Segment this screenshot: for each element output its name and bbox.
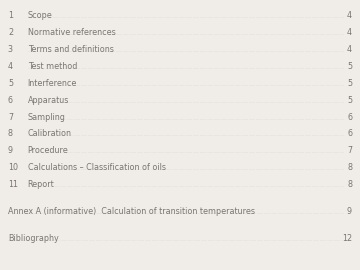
Text: 9: 9 <box>347 207 352 216</box>
Text: Report: Report <box>28 180 54 189</box>
Text: 5: 5 <box>347 62 352 71</box>
Text: Interference: Interference <box>28 79 77 88</box>
Text: 1: 1 <box>8 11 13 20</box>
Text: 2: 2 <box>8 28 13 37</box>
Text: 11: 11 <box>8 180 18 189</box>
Text: 10: 10 <box>8 163 18 172</box>
Text: 5: 5 <box>8 79 13 88</box>
Text: Terms and definitions: Terms and definitions <box>28 45 114 54</box>
Text: 4: 4 <box>347 28 352 37</box>
Text: 8: 8 <box>347 163 352 172</box>
Text: 3: 3 <box>8 45 13 54</box>
Text: Scope: Scope <box>28 11 53 20</box>
Text: 6: 6 <box>347 113 352 122</box>
Text: 5: 5 <box>347 96 352 105</box>
Text: Procedure: Procedure <box>28 146 68 155</box>
Text: Sampling: Sampling <box>28 113 66 122</box>
Text: Calibration: Calibration <box>28 130 72 139</box>
Text: 6: 6 <box>347 130 352 139</box>
Text: 6: 6 <box>8 96 13 105</box>
Text: 5: 5 <box>347 79 352 88</box>
Text: 8: 8 <box>8 130 13 139</box>
Text: Bibliography: Bibliography <box>8 234 59 243</box>
Text: Normative references: Normative references <box>28 28 116 37</box>
Text: Apparatus: Apparatus <box>28 96 69 105</box>
Text: Calculations – Classification of oils: Calculations – Classification of oils <box>28 163 166 172</box>
Text: 7: 7 <box>347 146 352 155</box>
Text: 4: 4 <box>8 62 13 71</box>
Text: 7: 7 <box>8 113 13 122</box>
Text: 12: 12 <box>342 234 352 243</box>
Text: 4: 4 <box>347 45 352 54</box>
Text: Annex A (informative)  Calculation of transition temperatures: Annex A (informative) Calculation of tra… <box>8 207 255 216</box>
Text: 4: 4 <box>347 11 352 20</box>
Text: Test method: Test method <box>28 62 77 71</box>
Text: 8: 8 <box>347 180 352 189</box>
Text: 9: 9 <box>8 146 13 155</box>
